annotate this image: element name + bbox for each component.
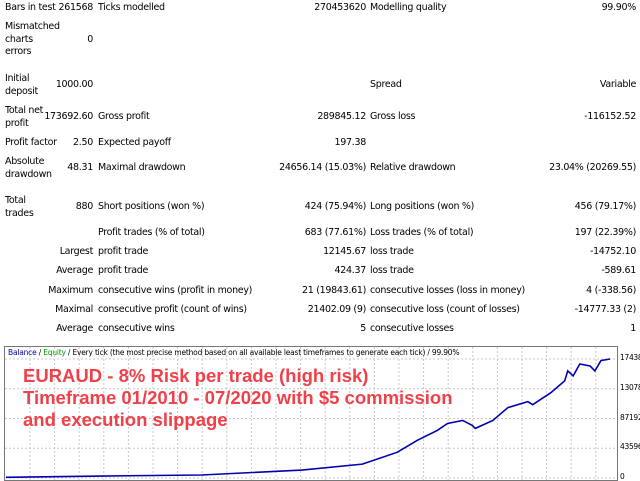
y-tick-label: 0 (620, 472, 625, 481)
maximal-label: Maximal (55, 304, 93, 315)
gross-profit-value: 289845.12 (317, 111, 366, 122)
largest-profit-label: profit trade (98, 246, 148, 257)
total-net-profit-label: Total net profit (5, 105, 44, 129)
maximal-losses-value: -14777.33 (2) (574, 304, 637, 315)
average-label: Average (56, 265, 93, 276)
average-loss-value: -589.61 (601, 265, 636, 276)
average-consecutive-wins-value: 5 (360, 323, 366, 334)
ticks-modelled-label: Ticks modelled (98, 2, 165, 13)
average-consecutive-losses-value: 1 (630, 323, 636, 334)
total-trades-label: Total trades (5, 195, 34, 219)
spread-value: Variable (599, 79, 636, 90)
average-consecutive-losses-label: consecutive losses (370, 323, 454, 334)
largest-loss-label: loss trade (370, 246, 414, 257)
modelling-quality-label: Modelling quality (370, 2, 447, 13)
long-positions-value: 456 (79.17%) (574, 201, 637, 212)
largest-profit-value: 12145.67 (323, 246, 366, 257)
spread-label: Spread (370, 79, 402, 90)
bars-in-test-label: Bars in test (5, 2, 56, 13)
chart-plot (5, 347, 617, 480)
maximal-wins-label: consecutive profit (count of wins) (98, 304, 247, 315)
bars-in-test-value: 261568 (58, 2, 94, 13)
overlay-line-1: EURAUD - 8% Risk per trade (high risk) (23, 365, 369, 386)
gross-profit-label: Gross profit (98, 111, 150, 122)
gross-loss-label: Gross loss (370, 111, 416, 122)
legend-balance: Balance (8, 348, 37, 357)
maximal-drawdown-value: 24656.14 (15.03%) (279, 162, 366, 173)
y-tick-label: 87192 (620, 412, 640, 422)
mismatched-value: 0 (87, 34, 93, 45)
expected-payoff-label: Expected payoff (98, 137, 171, 148)
average-loss-label: loss trade (370, 265, 414, 276)
y-tick-label: 43596 (620, 442, 640, 452)
relative-drawdown-value: 23.04% (20269.55) (549, 162, 636, 173)
profit-trades-label: Profit trades (% of total) (98, 227, 205, 238)
y-tick-label: 174385 (620, 353, 640, 362)
legend-separator: / (36, 348, 44, 357)
loss-trades-label: Loss trades (% of total) (370, 227, 474, 238)
loss-trades-value: 197 (22.39%) (574, 227, 637, 238)
expected-payoff-value: 197.38 (334, 137, 367, 148)
maximum-wins-value: 21 (19843.61) (302, 285, 366, 296)
short-positions-value: 424 (75.94%) (304, 201, 367, 212)
average-consecutive-label: Average (56, 323, 93, 334)
maximal-losses-label: consecutive loss (count of losses) (370, 304, 520, 315)
profit-trades-value: 683 (77.61%) (304, 227, 367, 238)
mismatched-label: Mismatched charts errors (5, 21, 60, 57)
initial-deposit-value: 1000.00 (55, 79, 93, 90)
maximum-losses-label: consecutive losses (loss in money) (370, 285, 525, 296)
chart-header: Balance / Equity / Every tick (the most … (8, 348, 460, 357)
maximum-label: Maximum (48, 285, 93, 296)
short-positions-label: Short positions (won %) (98, 201, 205, 212)
total-trades-value: 880 (75, 201, 94, 212)
overlay-line-3: and execution slippage (23, 409, 228, 430)
profit-factor-value: 2.50 (73, 137, 93, 148)
balance-equity-chart: Balance / Equity / Every tick (the most … (4, 346, 618, 481)
largest-loss-value: -14752.10 (589, 246, 636, 257)
balance-line (5, 358, 611, 479)
largest-label: Largest (59, 246, 94, 257)
maximum-wins-label: consecutive wins (profit in money) (98, 285, 253, 296)
y-tick-label: 130788 (620, 382, 640, 392)
average-profit-label: profit trade (98, 265, 148, 276)
average-consecutive-wins-label: consecutive wins (98, 323, 175, 334)
maximal-wins-value: 21402.09 (9) (307, 304, 367, 315)
chart-header-description: / Every tick (the most precise method ba… (65, 348, 460, 357)
gross-loss-value: -116152.52 (584, 111, 636, 122)
ticks-modelled-value: 270453620 (314, 2, 366, 13)
total-net-profit-value: 173692.60 (44, 111, 93, 122)
average-profit-value: 424.37 (334, 265, 367, 276)
relative-drawdown-label: Relative drawdown (370, 162, 456, 173)
absolute-drawdown-value: 48.31 (67, 162, 93, 173)
absolute-drawdown-label: Absolute drawdown (5, 156, 52, 180)
long-positions-label: Long positions (won %) (370, 201, 475, 212)
maximal-drawdown-label: Maximal drawdown (98, 162, 186, 173)
initial-deposit-label: Initial deposit (5, 73, 38, 97)
modelling-quality-value: 99.90% (601, 2, 637, 13)
legend-equity: Equity (43, 348, 66, 357)
overlay-line-2: Timeframe 01/2010 - 07/2020 with $5 comm… (23, 387, 453, 408)
profit-factor-label: Profit factor (5, 137, 57, 148)
maximum-losses-value: 4 (-338.56) (586, 285, 636, 296)
